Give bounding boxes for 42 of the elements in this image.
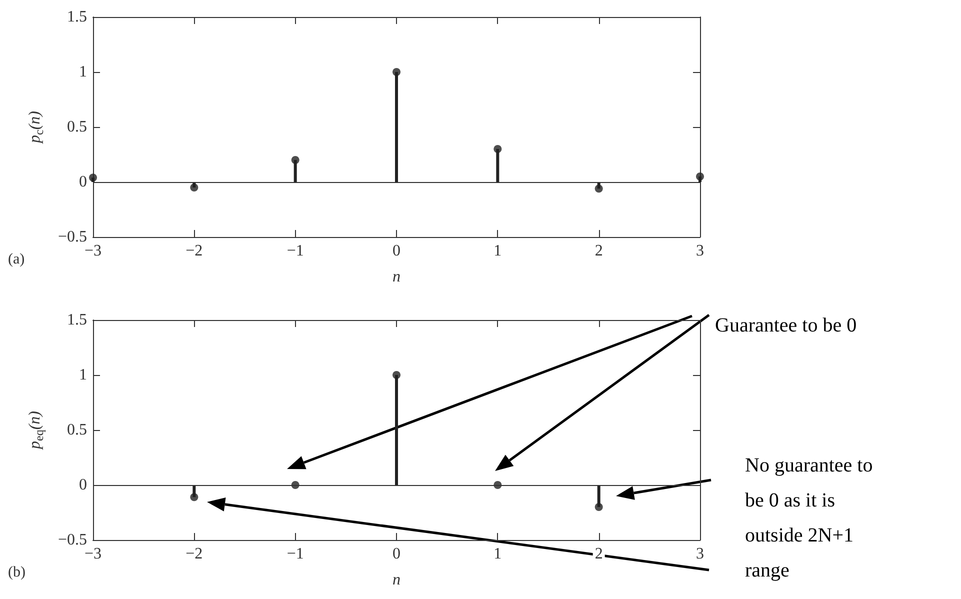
x-tick-label: −1 (286, 242, 304, 260)
point (392, 68, 400, 76)
x-tick-label: −1 (286, 546, 304, 562)
x-tick-label: 0 (392, 546, 400, 562)
point (291, 156, 300, 164)
point (594, 184, 603, 193)
y-tick-label: −0.5 (58, 228, 87, 246)
x-tick-label: 3 (696, 546, 704, 562)
x-tick-label: 3 (696, 242, 704, 260)
x-tick-label: 0 (392, 242, 400, 260)
text: (a) (8, 252, 25, 268)
x-axis-title: n (392, 268, 400, 286)
x-axis-title: n (392, 572, 400, 588)
y-tick-label: 0.5 (67, 422, 87, 438)
point (190, 493, 198, 502)
point (494, 145, 502, 153)
point (190, 184, 198, 192)
x-tick-label: −2 (186, 546, 203, 562)
text: Guarantee to be 0 (715, 314, 857, 336)
y-tick-label: 1 (79, 366, 87, 384)
y-axis-title: pc(n) (26, 111, 46, 144)
y-tick-label: 1.5 (67, 312, 87, 328)
point (392, 371, 400, 379)
x-tick-label: 2 (594, 546, 603, 562)
x-tick-label: −3 (84, 546, 102, 562)
point (696, 172, 704, 180)
text: (b) (8, 564, 26, 580)
point (594, 503, 603, 511)
x-tick-label: 2 (594, 242, 603, 260)
y-tick-label: 0.5 (67, 118, 87, 136)
y-tick-label: 1 (79, 64, 87, 80)
point (89, 174, 97, 182)
text: No guarantee to be 0 as it is outside 2N+1 range (745, 454, 878, 582)
y-tick-label: −0.5 (58, 532, 87, 548)
x-tick-label: −2 (186, 242, 203, 260)
x-tick-label: 1 (494, 242, 502, 260)
y-tick-label: 0 (79, 476, 87, 494)
y-tick-label: 0 (79, 174, 87, 190)
x-tick-label: 1 (494, 546, 502, 562)
y-tick-label: 1.5 (67, 8, 87, 26)
x-tick-label: −3 (84, 242, 102, 260)
y-axis-title: peq(n) (26, 411, 46, 450)
